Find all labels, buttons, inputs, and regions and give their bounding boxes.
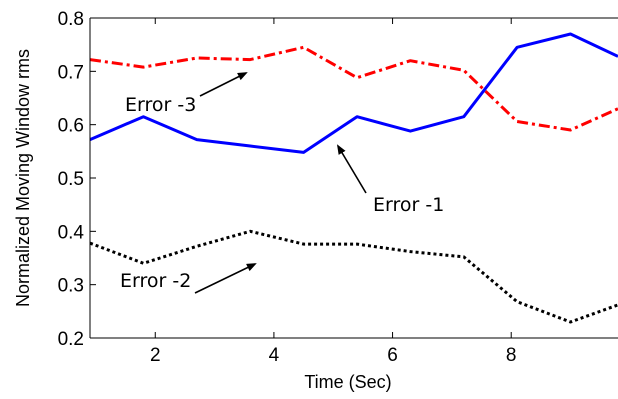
series-layer [90,32,618,324]
series-line-black-dotted [90,229,618,324]
y-tick-label: 0.7 [58,62,84,83]
x-tick-label: 2 [150,345,161,366]
y-tick-label: 0.8 [58,9,84,30]
annotation-arrow-error-2 [194,263,257,294]
y-axis-title: Normalized Moving Window rms [13,49,33,307]
y-tick-label: 0.2 [58,329,84,350]
annotation-error-3: Error -3 [125,94,196,116]
annotation-arrow-error-3 [199,72,248,97]
plot-area [90,18,618,338]
series-line-red-dashdot [90,45,618,132]
annotation-arrow-error-1 [336,144,367,194]
tick-layer: 2 4 6 8 0.2 0.3 0.4 0.5 0.6 0.7 0.8 [58,9,517,366]
y-tick-label: 0.3 [58,276,84,297]
annotation-error-2: Error -2 [120,270,191,292]
x-axis-title: Time (Sec) [304,372,391,392]
y-tick-label: 0.4 [58,222,85,243]
series-line-blue-solid [90,32,618,154]
annotation-error-1: Error -1 [373,194,444,216]
y-tick-label: 0.5 [58,169,84,190]
y-tick-label: 0.6 [58,116,84,137]
x-tick-label: 6 [387,345,398,366]
x-tick-label: 4 [269,345,280,366]
x-tick-label: 8 [506,345,517,366]
